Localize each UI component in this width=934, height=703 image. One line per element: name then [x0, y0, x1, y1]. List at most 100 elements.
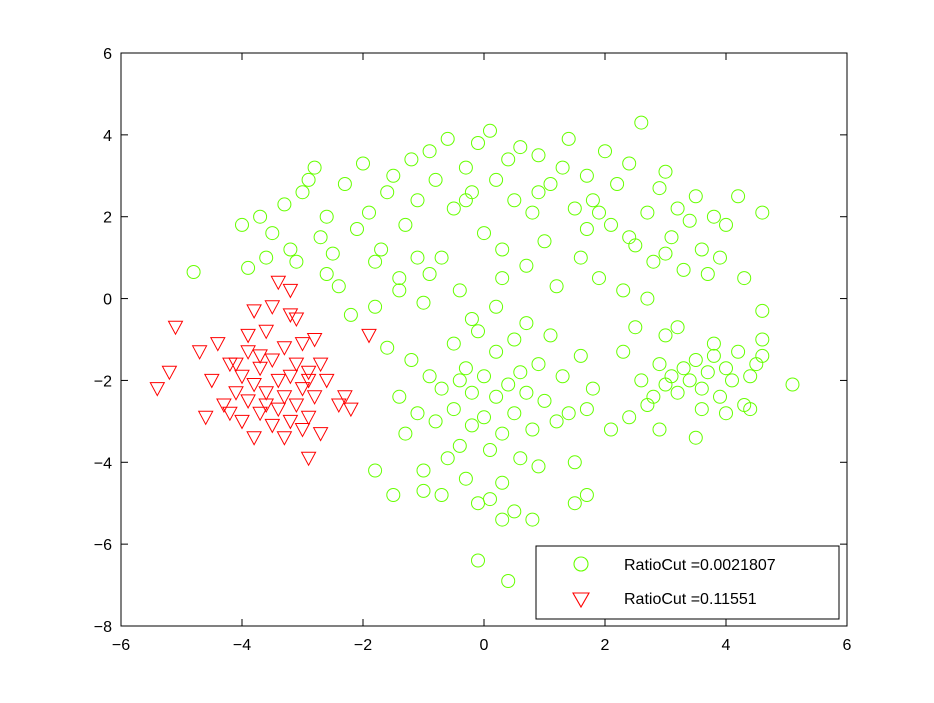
data-point-circle: [785, 377, 800, 392]
data-point-circle: [706, 209, 721, 224]
data-point-triangle: [282, 308, 299, 323]
data-point-circle: [713, 250, 727, 265]
legend-marker-triangle: [572, 592, 590, 609]
data-point-circle: [579, 488, 594, 502]
data-point-circle: [464, 418, 479, 433]
data-point-triangle: [300, 410, 317, 426]
data-point-circle: [646, 254, 661, 269]
data-point-circle: [573, 250, 588, 265]
data-point-circle: [579, 402, 594, 417]
data-point-circle: [350, 222, 364, 236]
data-point-circle: [368, 299, 383, 314]
data-point-circle: [561, 131, 576, 146]
data-point-circle: [458, 361, 473, 376]
data-point-circle: [531, 357, 546, 372]
data-point-circle: [567, 496, 582, 511]
data-point-circle: [670, 385, 685, 400]
data-point-circle: [652, 357, 667, 372]
data-point-triangle: [167, 320, 184, 336]
x-tick-label: 2: [601, 637, 610, 654]
data-point-triangle: [264, 418, 281, 434]
data-point-circle: [307, 160, 322, 175]
data-point-circle: [743, 402, 758, 417]
data-point-circle: [628, 320, 643, 335]
data-point-circle: [664, 230, 679, 245]
data-point-triangle: [300, 365, 317, 381]
data-point-circle: [422, 144, 437, 159]
data-point-circle: [652, 422, 667, 437]
data-point-circle: [640, 205, 655, 220]
data-point-circle: [549, 414, 564, 429]
x-tick-label: −4: [233, 637, 251, 654]
data-point-circle: [471, 324, 485, 339]
data-point-triangle: [234, 414, 250, 430]
data-point-triangle: [252, 349, 268, 364]
data-point-circle: [634, 115, 649, 130]
data-point-circle: [277, 197, 292, 212]
data-point-circle: [446, 201, 461, 216]
data-point-circle: [731, 344, 746, 359]
data-point-circle: [489, 299, 504, 314]
data-point-circle: [458, 160, 473, 175]
data-point-circle: [301, 172, 316, 187]
data-point-circle: [719, 217, 733, 232]
data-point-circle: [706, 336, 721, 351]
data-point-circle: [543, 328, 558, 343]
data-point-circle: [477, 410, 491, 425]
data-point-circle: [507, 332, 522, 347]
data-point-circle: [295, 185, 310, 200]
data-point-circle: [495, 426, 510, 441]
data-point-circle: [682, 373, 697, 388]
data-point-circle: [392, 283, 407, 298]
data-point-triangle: [216, 398, 232, 414]
data-point-circle: [519, 258, 534, 273]
data-point-triangle: [246, 304, 262, 319]
data-point-circle: [640, 291, 655, 306]
y-tick-label: 2: [103, 210, 112, 227]
data-point-circle: [410, 250, 425, 265]
data-point-circle: [265, 226, 280, 241]
data-point-triangle: [228, 386, 244, 401]
data-point-triangle: [300, 451, 317, 467]
data-point-triangle: [330, 398, 347, 414]
data-point-circle: [422, 369, 437, 384]
data-point-circle: [622, 230, 637, 245]
data-point-circle: [186, 265, 201, 279]
data-point-triangle: [203, 373, 220, 389]
data-point-circle: [719, 361, 733, 376]
data-point-circle: [513, 365, 528, 380]
data-point-circle: [706, 348, 721, 363]
data-point-circle: [416, 295, 431, 310]
legend-marker-circle: [573, 556, 589, 572]
data-point-circle: [549, 279, 564, 294]
data-point-triangle: [294, 337, 311, 352]
data-point-circle: [428, 172, 443, 187]
data-point-circle: [525, 205, 540, 220]
data-point-circle: [616, 283, 631, 298]
x-tick-label: −2: [354, 637, 372, 654]
data-point-circle: [319, 209, 334, 224]
data-point-circle: [519, 385, 534, 400]
data-point-circle: [592, 271, 606, 286]
data-point-circle: [434, 381, 449, 396]
data-point-circle: [537, 393, 552, 408]
data-point-circle: [416, 483, 431, 498]
data-point-triangle: [270, 373, 287, 389]
data-point-circle: [471, 136, 485, 150]
data-point-circle: [458, 471, 473, 486]
data-point-circle: [319, 267, 334, 281]
data-point-circle: [555, 160, 570, 175]
data-point-circle: [688, 353, 703, 367]
data-point-triangle: [270, 275, 287, 291]
data-point-circle: [483, 123, 497, 138]
data-point-triangle: [282, 414, 299, 430]
data-point-circle: [537, 234, 552, 249]
data-point-triangle: [246, 378, 262, 393]
data-point-circle: [446, 402, 461, 417]
data-point-circle: [458, 193, 473, 208]
legend-label-series-1: RatioCut =0.0021807: [624, 557, 776, 574]
data-point-circle: [507, 193, 522, 208]
data-point-triangle: [288, 398, 305, 414]
data-point-circle: [452, 283, 467, 298]
data-point-circle: [422, 267, 437, 281]
